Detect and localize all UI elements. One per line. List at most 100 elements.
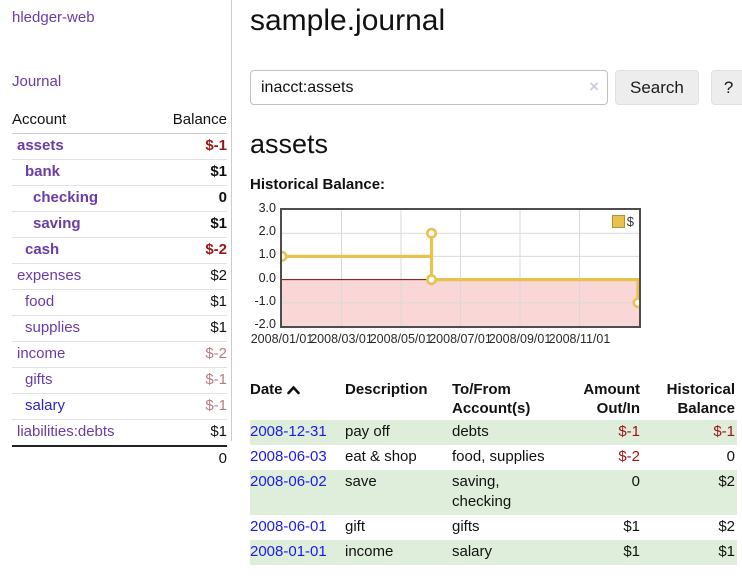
- account-row-income: income $-2: [12, 341, 227, 368]
- brand: hledger-web: [12, 8, 227, 28]
- account-link-salary[interactable]: salary: [25, 397, 66, 414]
- x-tick: 2008/07/01: [429, 332, 492, 346]
- transaction-description: save: [345, 470, 452, 515]
- account-total-value: 0: [152, 445, 227, 472]
- balance-salary: $-1: [152, 393, 227, 420]
- register-header-row: Date Description To/From Account(s) Amou…: [250, 378, 737, 420]
- transaction-date-link[interactable]: 2008-12-31: [250, 423, 327, 440]
- historical-balance-chart: 3.0 2.0 1.0 0.0 -1.0 -2.0: [250, 201, 742, 364]
- balance-liabilities-debts: $1: [152, 419, 227, 446]
- transaction-accounts: gifts: [452, 518, 480, 535]
- x-tick: 2008/03/01: [310, 332, 373, 346]
- transaction-balance: $-1: [642, 420, 737, 445]
- transaction-balance: $1: [642, 540, 737, 565]
- x-tick: 2008/05/01: [369, 332, 433, 346]
- search-button[interactable]: Search: [615, 70, 699, 105]
- search-row: × Search ?: [250, 70, 742, 105]
- balance-gifts: $-1: [152, 367, 227, 394]
- date-header-label: Date: [250, 381, 283, 398]
- balance-column-header: Balance: [152, 108, 227, 134]
- account-row-checking: checking 0: [12, 185, 227, 212]
- x-tick: 2008/11/01: [548, 332, 611, 346]
- transaction-row: 2008-12-31 pay off debts $-1 $-1: [250, 420, 737, 445]
- transaction-accounts: debts: [452, 420, 562, 445]
- balance-supplies: $1: [152, 315, 227, 342]
- account-link-bank[interactable]: bank: [25, 163, 61, 180]
- account-total-row: 0: [12, 445, 227, 472]
- help-button[interactable]: ?: [710, 70, 742, 105]
- account-row-bank: bank $1: [12, 159, 227, 186]
- legend-swatch-icon: [611, 215, 625, 228]
- register-table: Date Description To/From Account(s) Amou…: [250, 378, 737, 565]
- balance-bank: $1: [152, 159, 227, 186]
- account-row-liabilities-debts: liabilities:debts $1: [12, 419, 227, 446]
- transaction-row: 2008-06-02 save saving, checking 0 $2: [250, 470, 737, 515]
- transaction-balance: $2: [718, 518, 735, 535]
- transaction-accounts: saving, checking: [452, 470, 562, 515]
- account-link-gifts[interactable]: gifts: [25, 371, 53, 388]
- transaction-description: eat & shop: [345, 448, 417, 465]
- sidebar-nav: Journal: [12, 72, 227, 92]
- account-link-supplies[interactable]: supplies: [25, 319, 81, 336]
- search-input[interactable]: [250, 70, 608, 105]
- account-balance-table: Account Balance assets $-1 bank $1 check…: [12, 108, 227, 472]
- account-row-food: food $1: [12, 289, 227, 316]
- transaction-balance: $2: [642, 470, 737, 515]
- account-link-checking[interactable]: checking: [33, 189, 99, 206]
- x-tick: 2008/01/01: [250, 332, 314, 346]
- transaction-date-link[interactable]: 2008-06-03: [250, 448, 327, 465]
- transaction-accounts: food, supplies: [452, 448, 545, 465]
- description-column-header: Description: [345, 381, 428, 398]
- transaction-date-link[interactable]: 2008-01-01: [250, 543, 327, 560]
- transaction-row: 2008-06-01 gift gifts $1 $2: [250, 515, 737, 540]
- account-table-header: Account Balance: [12, 108, 227, 134]
- transaction-amount: $-1: [562, 420, 642, 445]
- balance-checking: 0: [152, 185, 227, 212]
- account-row-supplies: supplies $1: [12, 315, 227, 342]
- account-row-gifts: gifts $-1: [12, 367, 227, 394]
- transaction-date-link[interactable]: 2008-06-01: [250, 518, 327, 535]
- transaction-description: gift: [345, 518, 366, 535]
- search-box: ×: [250, 70, 608, 105]
- account-link-saving[interactable]: saving: [33, 215, 81, 232]
- balance-expenses: $2: [152, 263, 227, 290]
- app-layout: hledger-web Journal Account Balance asse…: [0, 0, 742, 565]
- brand-link[interactable]: hledger-web: [12, 9, 95, 26]
- sidebar: hledger-web Journal Account Balance asse…: [0, 0, 232, 472]
- transaction-balance: 0: [726, 448, 735, 465]
- date-column-header[interactable]: Date: [250, 378, 345, 420]
- account-link-cash[interactable]: cash: [25, 241, 60, 258]
- balance-assets: $-1: [205, 137, 227, 154]
- nav-journal-link[interactable]: Journal: [12, 73, 62, 90]
- balance-column-header-register: Historical Balance: [666, 381, 735, 417]
- chart-title: Historical Balance:: [250, 176, 386, 193]
- balance-food: $1: [152, 289, 227, 316]
- transaction-description: income: [345, 540, 452, 565]
- data-point-markers: [282, 227, 639, 309]
- transaction-amount: $-2: [618, 448, 640, 465]
- account-link-liabilities-debts[interactable]: liabilities:debts: [17, 423, 115, 440]
- transaction-description: pay off: [345, 420, 452, 445]
- transaction-date-link[interactable]: 2008-06-02: [250, 473, 327, 490]
- clear-search-icon[interactable]: ×: [589, 77, 599, 96]
- transaction-accounts: salary: [452, 540, 562, 565]
- balance-cash: $-2: [152, 237, 227, 264]
- account-column-header: Account: [12, 108, 153, 134]
- transaction-row: 2008-06-03 eat & shop food, supplies $-2…: [250, 445, 737, 470]
- y-tick: -1.0: [254, 294, 276, 308]
- account-row-cash: cash $-2: [12, 237, 227, 264]
- chart-legend: $: [611, 214, 634, 229]
- y-tick: 3.0: [258, 201, 276, 215]
- account-link-assets[interactable]: assets: [17, 137, 64, 154]
- legend-label: $: [626, 214, 634, 229]
- balance-line-series: [282, 233, 639, 303]
- y-tick: 0.0: [258, 271, 276, 285]
- chart-canvas: [282, 210, 639, 326]
- transaction-amount: $1: [562, 540, 642, 565]
- account-link-expenses[interactable]: expenses: [17, 267, 82, 284]
- chart-y-axis: 3.0 2.0 1.0 0.0 -1.0 -2.0: [250, 201, 276, 331]
- transaction-amount: $1: [623, 518, 640, 535]
- account-link-food[interactable]: food: [25, 293, 55, 310]
- account-link-income[interactable]: income: [17, 345, 66, 362]
- sort-ascending-icon: [286, 381, 300, 400]
